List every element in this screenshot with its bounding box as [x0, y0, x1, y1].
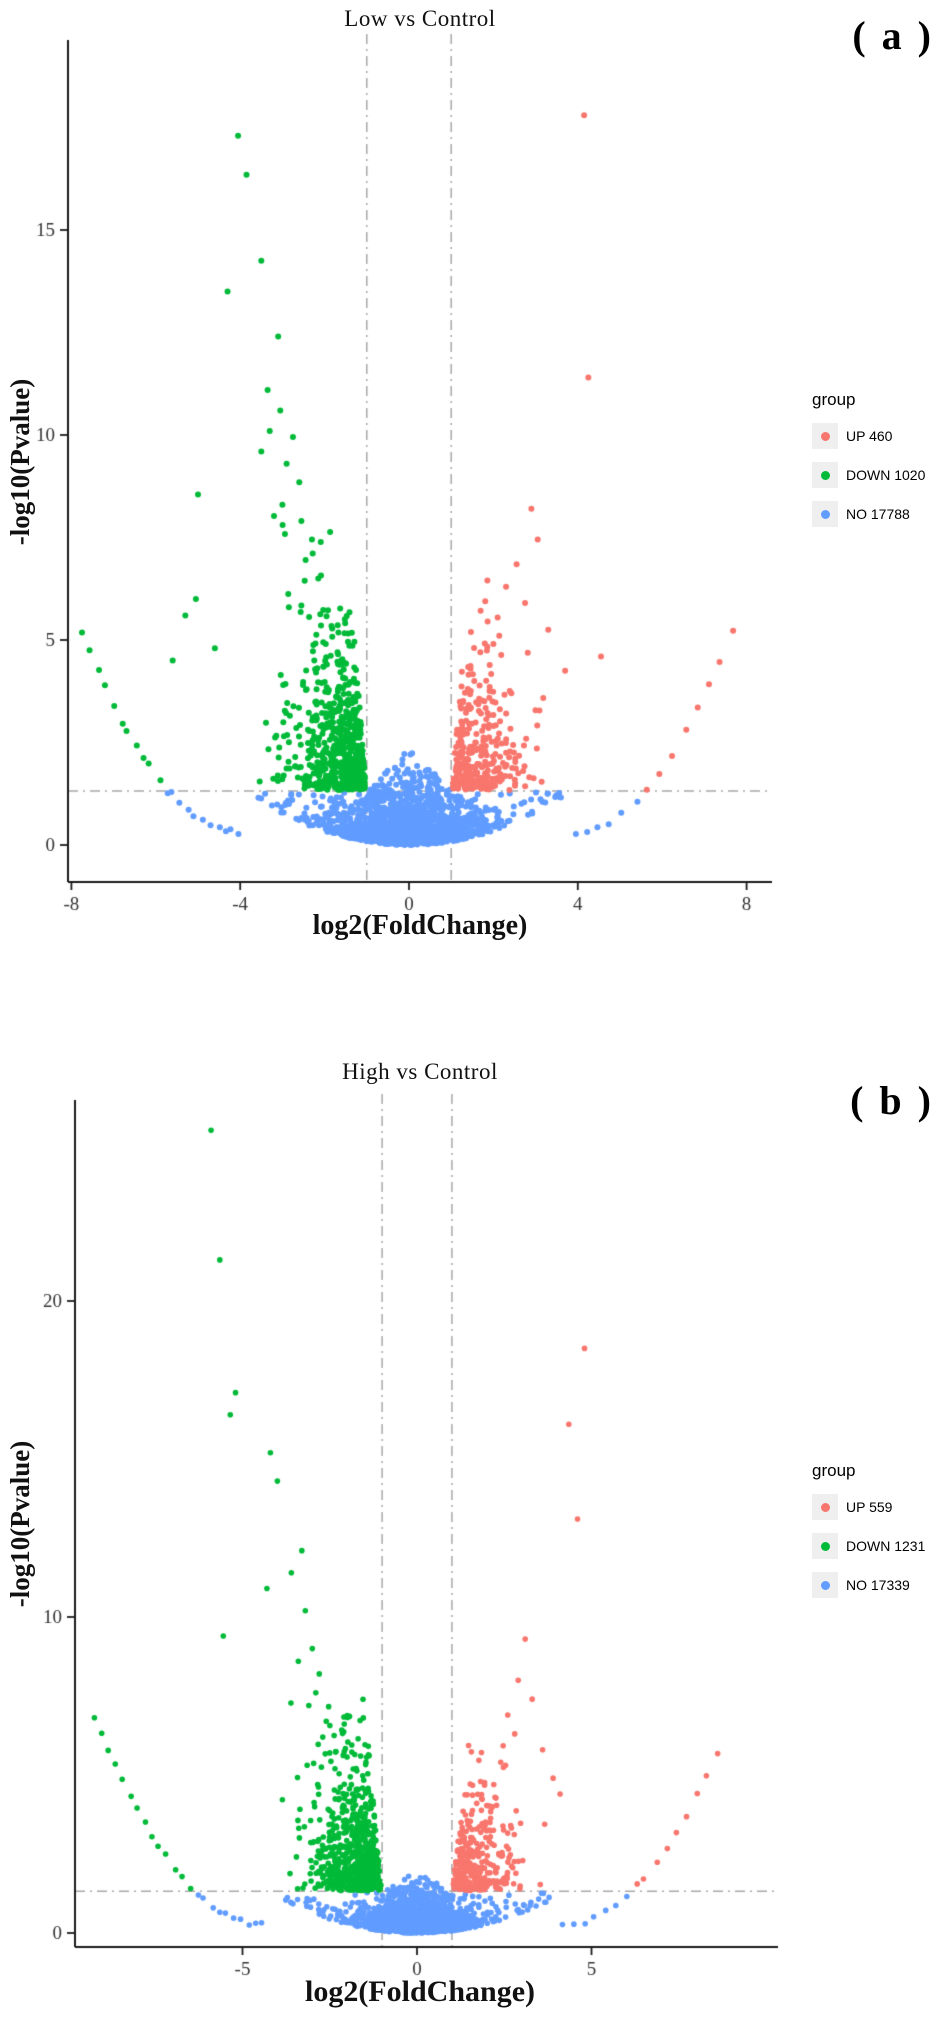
down-dot-icon: [820, 470, 830, 480]
legend-key: [812, 1494, 838, 1520]
up-dot-icon: [820, 1502, 830, 1512]
legend-key: [812, 501, 838, 527]
legend-item-up: UP 559: [812, 1494, 948, 1520]
panel-a: Low vs Control ( a ) -log10(Pvalue) log2…: [0, 0, 948, 1015]
legend-title-b: group: [812, 1461, 856, 1480]
legend-label-no: NO 17339: [846, 1577, 910, 1593]
x-axis-label-b: log2(FoldChange): [304, 1975, 535, 2008]
no-dot-icon: [820, 1580, 830, 1590]
legend-label-up: UP 559: [846, 1499, 893, 1515]
panel-label-b: ( b ): [850, 1078, 934, 1123]
y-axis-label-a: -log10(Pvalue): [5, 378, 35, 546]
legend-key: [812, 423, 838, 449]
volcano-plot-a: [0, 0, 948, 1015]
legend-key: [812, 1533, 838, 1559]
legend-key: [812, 1572, 838, 1598]
plot-title-a: Low vs Control: [344, 6, 496, 31]
no-dot-icon: [820, 509, 830, 519]
up-dot-icon: [820, 431, 830, 441]
y-axis-label-b: -log10(Pvalue): [5, 1440, 35, 1608]
panel-label-a: ( a ): [852, 13, 934, 58]
volcano-plot-b: [0, 1015, 948, 2030]
panel-b: High vs Control ( b ) -log10(Pvalue) log…: [0, 1015, 948, 2030]
legend-item-down: DOWN 1020: [812, 462, 948, 488]
down-dot-icon: [820, 1541, 830, 1551]
legend-item-up: UP 460: [812, 423, 948, 449]
plot-title-b: High vs Control: [342, 1059, 498, 1084]
legend-label-down: DOWN 1231: [846, 1538, 926, 1554]
legend-item-no: NO 17339: [812, 1572, 948, 1598]
legend-label-up: UP 460: [846, 428, 893, 444]
legend-item-down: DOWN 1231: [812, 1533, 948, 1559]
x-axis-label-a: log2(FoldChange): [312, 910, 528, 941]
legend-key: [812, 462, 838, 488]
legend-title-a: group: [812, 390, 856, 409]
legend-b: group UP 559 DOWN 1231 NO 17339: [812, 1461, 948, 1598]
legend-label-down: DOWN 1020: [846, 467, 926, 483]
legend-item-no: NO 17788: [812, 501, 948, 527]
legend-label-no: NO 17788: [846, 506, 910, 522]
legend-a: group UP 460 DOWN 1020 NO 17788: [812, 390, 948, 527]
